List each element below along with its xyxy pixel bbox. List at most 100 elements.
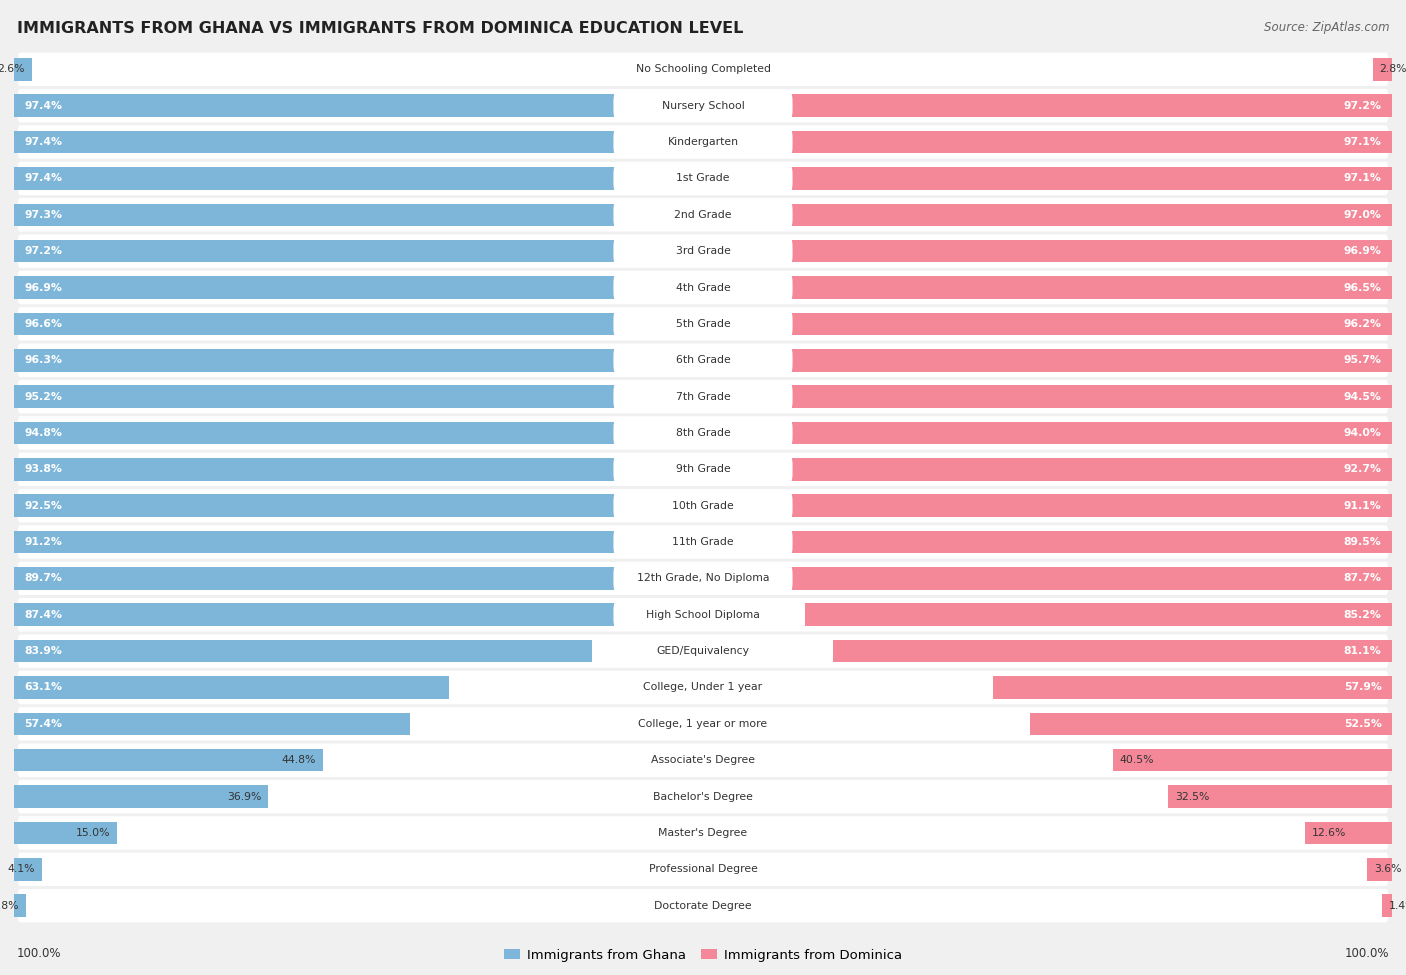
Text: 100.0%: 100.0%: [1344, 947, 1389, 960]
Bar: [14, 204, 685, 226]
Text: 91.1%: 91.1%: [1344, 501, 1382, 511]
FancyBboxPatch shape: [613, 712, 793, 736]
Text: 12th Grade, No Diploma: 12th Grade, No Diploma: [637, 573, 769, 583]
Bar: [723, 167, 1392, 190]
FancyBboxPatch shape: [17, 126, 1389, 159]
Bar: [14, 530, 643, 554]
Bar: [787, 567, 1392, 590]
Bar: [834, 640, 1392, 662]
Text: 94.8%: 94.8%: [24, 428, 62, 438]
Text: 96.9%: 96.9%: [24, 283, 62, 292]
Bar: [14, 421, 668, 445]
Text: 11th Grade: 11th Grade: [672, 537, 734, 547]
FancyBboxPatch shape: [613, 203, 793, 227]
Text: 97.4%: 97.4%: [24, 100, 62, 111]
Text: No Schooling Completed: No Schooling Completed: [636, 64, 770, 74]
Bar: [14, 858, 42, 880]
Text: 5th Grade: 5th Grade: [676, 319, 730, 329]
Text: 32.5%: 32.5%: [1175, 792, 1209, 801]
Text: 89.5%: 89.5%: [1344, 537, 1382, 547]
Bar: [723, 131, 1392, 153]
Bar: [1305, 822, 1392, 844]
FancyBboxPatch shape: [613, 566, 793, 591]
FancyBboxPatch shape: [613, 457, 793, 482]
FancyBboxPatch shape: [17, 488, 1389, 523]
Bar: [14, 240, 683, 262]
Text: 87.4%: 87.4%: [24, 609, 62, 620]
Bar: [14, 385, 669, 408]
Text: 3.6%: 3.6%: [1374, 864, 1402, 875]
FancyBboxPatch shape: [17, 852, 1389, 886]
Text: 96.2%: 96.2%: [1344, 319, 1382, 329]
FancyBboxPatch shape: [17, 562, 1389, 595]
Text: 9th Grade: 9th Grade: [676, 464, 730, 474]
FancyBboxPatch shape: [17, 744, 1389, 777]
Bar: [14, 167, 685, 190]
Text: 4.1%: 4.1%: [8, 864, 35, 875]
Text: Associate's Degree: Associate's Degree: [651, 756, 755, 765]
Text: Professional Degree: Professional Degree: [648, 864, 758, 875]
Bar: [14, 131, 685, 153]
FancyBboxPatch shape: [17, 671, 1389, 704]
Text: 85.2%: 85.2%: [1344, 609, 1382, 620]
Text: 89.7%: 89.7%: [24, 573, 62, 583]
FancyBboxPatch shape: [613, 893, 793, 918]
Text: 4th Grade: 4th Grade: [676, 283, 730, 292]
FancyBboxPatch shape: [613, 529, 793, 555]
Legend: Immigrants from Ghana, Immigrants from Dominica: Immigrants from Ghana, Immigrants from D…: [505, 949, 901, 961]
Bar: [14, 640, 592, 662]
Bar: [806, 604, 1392, 626]
Text: 97.4%: 97.4%: [24, 137, 62, 147]
Text: 81.1%: 81.1%: [1344, 646, 1382, 656]
Bar: [1372, 58, 1392, 81]
FancyBboxPatch shape: [613, 311, 793, 336]
FancyBboxPatch shape: [17, 526, 1389, 559]
Text: 97.3%: 97.3%: [24, 210, 62, 219]
Text: 91.2%: 91.2%: [24, 537, 62, 547]
Bar: [14, 276, 682, 298]
Text: 15.0%: 15.0%: [76, 828, 111, 838]
Text: 96.3%: 96.3%: [24, 355, 62, 366]
Bar: [765, 494, 1392, 517]
Text: High School Diploma: High School Diploma: [647, 609, 759, 620]
Text: 87.7%: 87.7%: [1344, 573, 1382, 583]
Text: Doctorate Degree: Doctorate Degree: [654, 901, 752, 911]
Bar: [724, 240, 1392, 262]
Text: 97.1%: 97.1%: [1344, 174, 1382, 183]
Bar: [1168, 785, 1392, 808]
Text: College, 1 year or more: College, 1 year or more: [638, 719, 768, 729]
Bar: [741, 385, 1392, 408]
FancyBboxPatch shape: [613, 239, 793, 263]
Text: Kindergarten: Kindergarten: [668, 137, 738, 147]
Text: 2nd Grade: 2nd Grade: [675, 210, 731, 219]
Text: 93.8%: 93.8%: [24, 464, 62, 474]
Text: 94.0%: 94.0%: [1344, 428, 1382, 438]
Text: 1st Grade: 1st Grade: [676, 174, 730, 183]
Bar: [14, 894, 27, 916]
FancyBboxPatch shape: [613, 166, 793, 191]
Text: 57.4%: 57.4%: [24, 719, 62, 729]
Bar: [14, 822, 118, 844]
Text: 92.7%: 92.7%: [1344, 464, 1382, 474]
Bar: [1031, 713, 1392, 735]
Text: GED/Equivalency: GED/Equivalency: [657, 646, 749, 656]
Text: 97.0%: 97.0%: [1344, 210, 1382, 219]
Bar: [724, 204, 1392, 226]
Bar: [14, 95, 685, 117]
Text: 40.5%: 40.5%: [1119, 756, 1154, 765]
Bar: [14, 677, 449, 699]
Text: Bachelor's Degree: Bachelor's Degree: [652, 792, 754, 801]
Text: 10th Grade: 10th Grade: [672, 501, 734, 511]
FancyBboxPatch shape: [613, 420, 793, 446]
Text: 95.2%: 95.2%: [24, 392, 62, 402]
FancyBboxPatch shape: [613, 857, 793, 881]
Text: 57.9%: 57.9%: [1344, 682, 1382, 692]
Text: 63.1%: 63.1%: [24, 682, 62, 692]
FancyBboxPatch shape: [613, 275, 793, 300]
Text: 96.6%: 96.6%: [24, 319, 62, 329]
FancyBboxPatch shape: [17, 889, 1389, 922]
Text: 96.5%: 96.5%: [1344, 283, 1382, 292]
FancyBboxPatch shape: [17, 162, 1389, 195]
Text: Source: ZipAtlas.com: Source: ZipAtlas.com: [1264, 21, 1389, 34]
FancyBboxPatch shape: [17, 452, 1389, 487]
